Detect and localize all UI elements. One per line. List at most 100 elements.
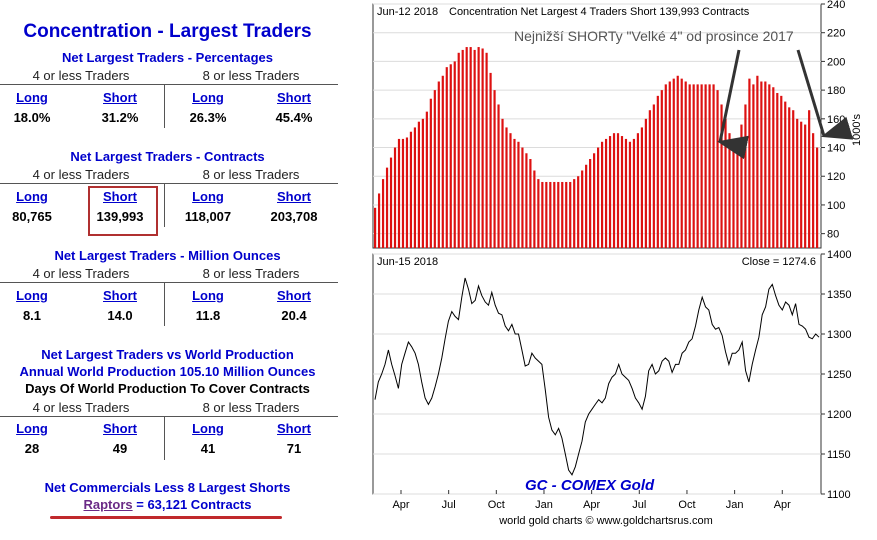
y-tick-label: 1300 xyxy=(827,329,851,341)
bar xyxy=(525,153,528,248)
bar xyxy=(804,124,807,248)
long-8-link[interactable]: Long xyxy=(192,421,224,436)
section-title-contracts: Net Largest Traders - Contracts xyxy=(70,149,265,164)
bar xyxy=(808,110,811,248)
long-8-link[interactable]: Long xyxy=(192,288,224,303)
y-tick-label: 1100 xyxy=(827,489,851,501)
bar xyxy=(469,47,472,248)
charts-svg: 80 100 120 140 160 180 200 220 240 Jun-12 2018 C… xyxy=(372,0,863,527)
bar xyxy=(385,167,389,248)
long-8-link[interactable]: Long xyxy=(192,189,224,204)
value-long-8: 26.3% xyxy=(189,110,227,125)
bar xyxy=(600,141,604,248)
bar xyxy=(473,49,476,248)
bar xyxy=(477,47,480,248)
bar xyxy=(421,118,424,248)
divider xyxy=(0,416,338,417)
bar xyxy=(521,147,524,248)
bar xyxy=(764,81,767,248)
bar xyxy=(716,90,719,248)
bar xyxy=(577,176,580,248)
short-4-link[interactable]: Short xyxy=(103,189,137,204)
y-tick-label: 1150 xyxy=(827,449,851,461)
group-label-4: 4 or less Traders xyxy=(32,400,130,415)
long-4-link[interactable]: Long xyxy=(16,288,48,303)
long-8-link[interactable]: Long xyxy=(192,90,224,105)
bar xyxy=(437,81,440,248)
bar xyxy=(676,75,679,248)
bar xyxy=(652,104,655,249)
charts-panel: 80 100 120 140 160 180 200 220 240 Jun-12 2018 C… xyxy=(366,0,877,535)
bar xyxy=(505,127,508,248)
bar xyxy=(485,52,488,248)
bar xyxy=(537,179,540,248)
y-tick-label: 100 xyxy=(827,200,845,212)
bar xyxy=(589,159,592,248)
value-long-8: 118,007 xyxy=(184,209,232,224)
long-4-link[interactable]: Long xyxy=(16,189,48,204)
y-tick-label: 160 xyxy=(827,114,845,126)
y-tick-label: 220 xyxy=(827,28,845,40)
bar xyxy=(644,118,647,248)
bar xyxy=(453,61,456,248)
short-4-link[interactable]: Short xyxy=(103,288,137,303)
bar xyxy=(565,181,568,248)
y-tick-label: 240 xyxy=(827,0,845,11)
value-short-4: 139,993 xyxy=(96,209,144,224)
bottom-chart-close: Close = 1274.6 xyxy=(742,256,816,268)
short-8-link[interactable]: Short xyxy=(277,421,311,436)
raptors-link[interactable]: Raptors xyxy=(83,497,133,512)
chart-annotation: Nejnižší SHORTy "Velké 4" od prosince 20… xyxy=(514,28,794,44)
bar xyxy=(553,181,556,248)
value-short-8: 203,708 xyxy=(270,209,318,224)
bar xyxy=(489,72,492,248)
bar xyxy=(573,179,576,248)
bar xyxy=(377,193,381,248)
bar xyxy=(612,133,616,248)
bar xyxy=(457,52,460,248)
short-8-link[interactable]: Short xyxy=(277,189,311,204)
bar xyxy=(656,95,659,248)
short-8-link[interactable]: Short xyxy=(277,90,311,105)
bar xyxy=(517,141,520,248)
bar xyxy=(405,137,409,248)
bar xyxy=(509,133,512,248)
section-title-world-production: Net Largest Traders vs World Production xyxy=(41,347,294,362)
bar xyxy=(816,147,819,248)
value-short-8: 20.4 xyxy=(281,308,307,323)
x-tick-label: Apr xyxy=(774,499,791,511)
x-tick-label: Apr xyxy=(392,499,409,511)
bar xyxy=(720,104,723,249)
value-long-8: 41 xyxy=(200,441,216,456)
bar xyxy=(597,147,600,248)
short-8-link[interactable]: Short xyxy=(277,288,311,303)
bar xyxy=(620,136,624,248)
bar xyxy=(664,84,667,249)
short-4-link[interactable]: Short xyxy=(103,90,137,105)
footer-line: Raptors = 63,121 Contracts xyxy=(0,497,335,512)
x-tick-label: Jan xyxy=(726,499,744,511)
y-tick-label: 1200 xyxy=(827,409,851,421)
bar xyxy=(461,49,464,248)
long-4-link[interactable]: Long xyxy=(16,421,48,436)
value-short-4: 49 xyxy=(112,441,128,456)
bar xyxy=(557,181,560,248)
bar xyxy=(481,48,484,249)
group-label-8: 8 or less Traders xyxy=(202,167,300,182)
long-4-link[interactable]: Long xyxy=(16,90,48,105)
section-title-ounces: Net Largest Traders - Million Ounces xyxy=(54,248,281,263)
divider xyxy=(164,84,165,128)
bar xyxy=(493,90,496,248)
bar xyxy=(712,84,715,249)
bar xyxy=(780,95,783,248)
bar xyxy=(724,118,727,248)
x-tick-label: Jan xyxy=(535,499,553,511)
bar xyxy=(740,124,743,248)
bar xyxy=(736,138,739,248)
short-4-link[interactable]: Short xyxy=(103,421,137,436)
bar xyxy=(704,84,707,249)
bar xyxy=(640,127,643,248)
bar xyxy=(760,81,763,248)
bar xyxy=(800,121,803,248)
bar xyxy=(616,133,620,248)
